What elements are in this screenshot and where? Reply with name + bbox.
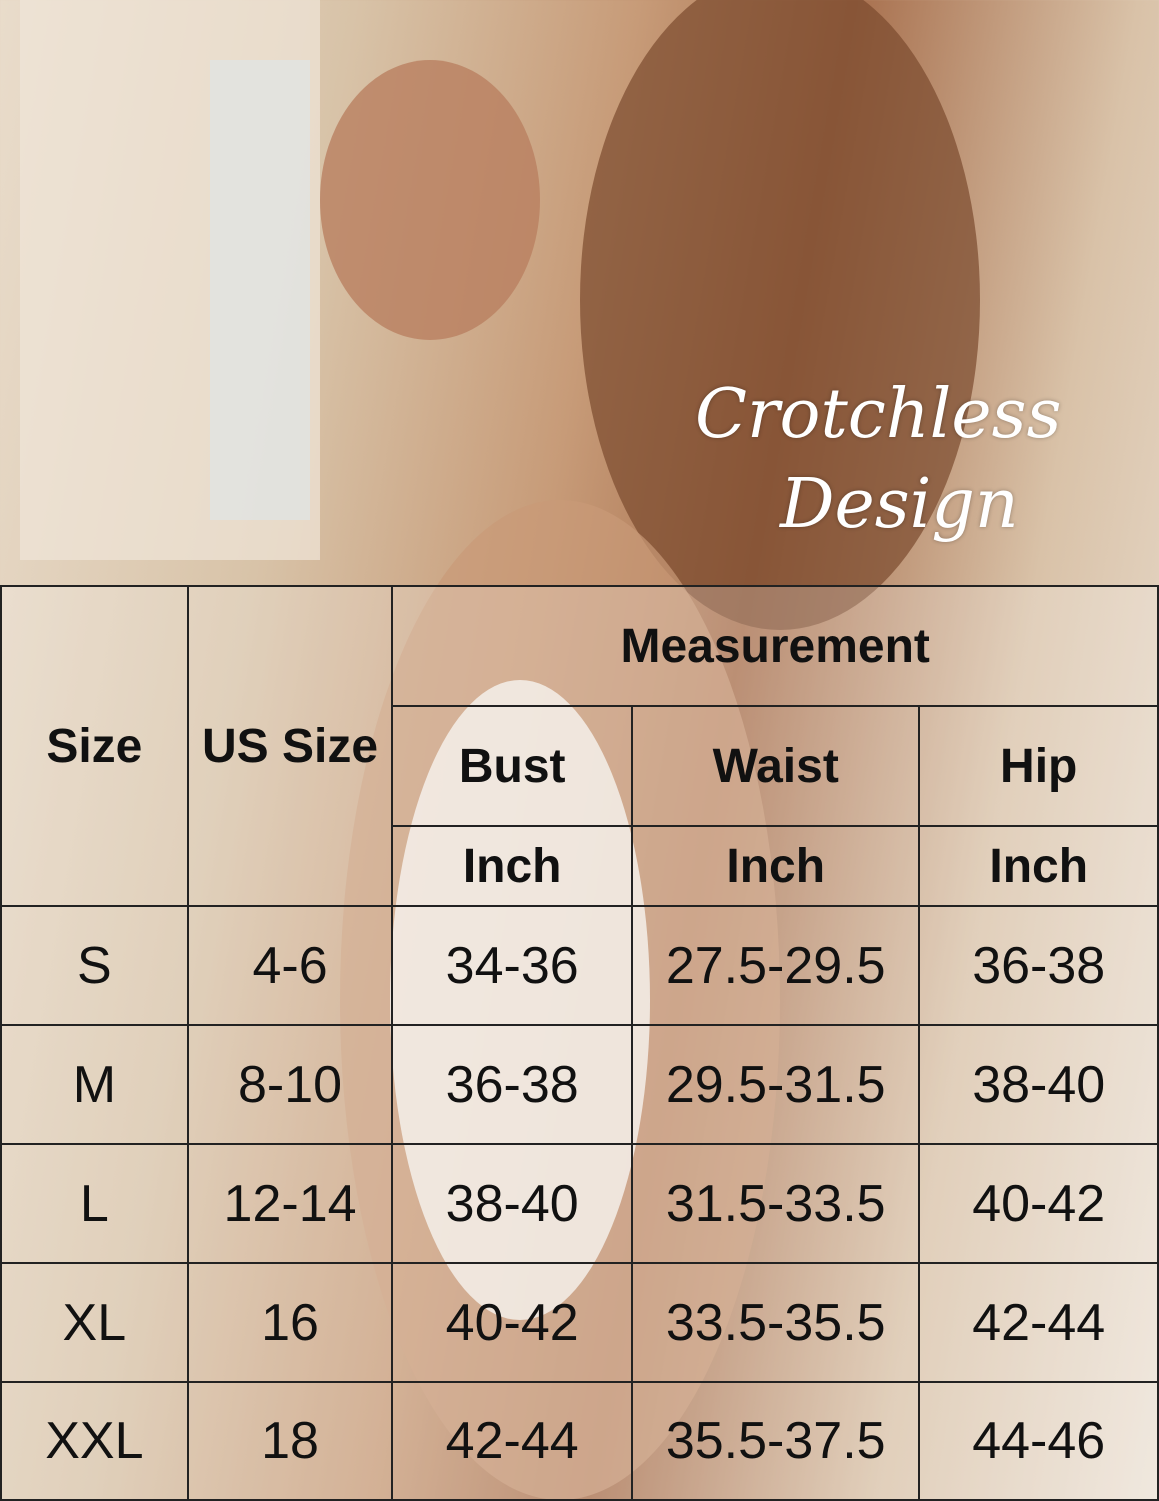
cell-size: S (0, 905, 189, 1026)
header-bust: Bust (391, 705, 633, 827)
cell-us: 4-6 (186, 905, 394, 1026)
table-row: XL 16 40-42 33.5-35.5 42-44 (0, 1262, 1159, 1383)
cell-hip: 40-42 (918, 1143, 1159, 1264)
header-waist: Waist (630, 705, 921, 827)
cell-us: 16 (186, 1262, 394, 1383)
cell-size: M (0, 1024, 189, 1145)
table-row: L 12-14 38-40 31.5-33.5 40-42 (0, 1143, 1159, 1264)
size-chart-table: Size US Size Measurement Bust Waist Hip … (0, 585, 1159, 1501)
cell-hip: 38-40 (918, 1024, 1159, 1145)
cell-waist: 33.5-35.5 (630, 1262, 921, 1383)
cell-bust: 34-36 (391, 905, 633, 1026)
cell-bust: 38-40 (391, 1143, 633, 1264)
header-hip: Hip (918, 705, 1159, 827)
header-bust-unit: Inch (391, 825, 633, 907)
cell-us: 12-14 (186, 1143, 394, 1264)
cell-size: XXL (0, 1381, 189, 1501)
cell-waist: 35.5-37.5 (630, 1381, 921, 1501)
table-row: S 4-6 34-36 27.5-29.5 36-38 (0, 905, 1159, 1026)
cell-waist: 27.5-29.5 (630, 905, 921, 1026)
header-us-size: US Size (186, 585, 394, 907)
header-hip-unit: Inch (918, 825, 1159, 907)
header-size: Size (0, 585, 189, 907)
cell-size: L (0, 1143, 189, 1264)
table-row: M 8-10 36-38 29.5-31.5 38-40 (0, 1024, 1159, 1145)
header-measurement: Measurement (391, 585, 1159, 707)
overlay-text-line1: Crotchless (695, 375, 1062, 454)
cell-waist: 29.5-31.5 (630, 1024, 921, 1145)
cell-size: XL (0, 1262, 189, 1383)
cell-waist: 31.5-33.5 (630, 1143, 921, 1264)
table-row: XXL 18 42-44 35.5-37.5 44-46 (0, 1381, 1159, 1501)
overlay-text-line2: Design (780, 465, 1019, 544)
cell-bust: 40-42 (391, 1262, 633, 1383)
cell-us: 8-10 (186, 1024, 394, 1145)
header-waist-unit: Inch (630, 825, 921, 907)
cell-us: 18 (186, 1381, 394, 1501)
cell-hip: 42-44 (918, 1262, 1159, 1383)
cell-bust: 36-38 (391, 1024, 633, 1145)
cell-hip: 36-38 (918, 905, 1159, 1026)
cell-hip: 44-46 (918, 1381, 1159, 1501)
cell-bust: 42-44 (391, 1381, 633, 1501)
